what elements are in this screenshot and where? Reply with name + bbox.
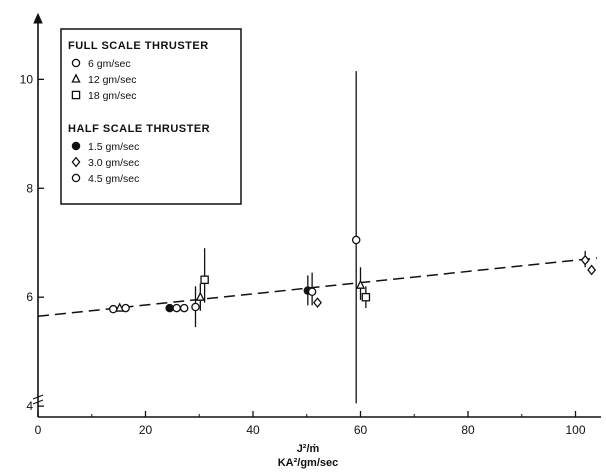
- y-tick-label: 10: [20, 72, 34, 86]
- data-point: [351, 235, 361, 245]
- legend-label: 1.5 gm/sec: [88, 141, 139, 153]
- x-axis-title-line2: KA²/gm/sec: [278, 457, 339, 469]
- y-axis-arrow: [33, 12, 43, 24]
- data-point: [195, 291, 205, 301]
- legend-label: 3.0 gm/sec: [88, 157, 139, 169]
- data-point: [307, 287, 317, 296]
- data-point: [200, 275, 209, 285]
- legend-label: 4.5 gm/sec: [88, 173, 139, 185]
- data-point: [191, 302, 200, 312]
- y-tick-label: 6: [26, 290, 33, 304]
- legend-marker: [71, 58, 81, 68]
- data-point: [179, 303, 189, 313]
- x-tick-label: 80: [461, 423, 475, 437]
- data-point: [355, 279, 366, 289]
- legend-label: 12 gm/sec: [88, 74, 136, 86]
- fit-line: [37, 257, 598, 317]
- legend-marker: [71, 73, 81, 83]
- data-point: [172, 303, 181, 313]
- data-point: [580, 254, 590, 266]
- x-tick-label: 20: [139, 423, 153, 437]
- legend-box: [60, 28, 242, 205]
- axis-break-mark: [32, 394, 44, 405]
- axes: 0 20 40 60 80 100 4 6 8 10: [20, 12, 601, 437]
- data-point: [361, 292, 371, 302]
- x-axis-title-line1: J²/ṁ: [297, 443, 320, 455]
- legend-marker: [71, 90, 81, 100]
- error-bars: [194, 71, 586, 404]
- legend-marker: [71, 173, 81, 183]
- x-tick-label: 0: [35, 423, 42, 437]
- legend-marker: [71, 141, 81, 151]
- legend: FULL SCALE THRUSTER 6 gm/sec 12 gm/sec 1…: [60, 28, 242, 205]
- legend-marker: [71, 156, 81, 168]
- y-tick-label: 4: [26, 399, 33, 413]
- data-points: [109, 235, 597, 314]
- y-tick-label: 8: [26, 181, 33, 195]
- data-point: [313, 297, 322, 309]
- legend-heading-full-scale: FULL SCALE THRUSTER: [68, 40, 209, 52]
- data-point: [121, 303, 130, 313]
- legend-heading-half-scale: HALF SCALE THRUSTER: [68, 123, 210, 135]
- fit-line-group: [37, 257, 598, 317]
- legend-markers: [71, 58, 81, 183]
- x-tick-label: 60: [354, 423, 368, 437]
- x-tick-label: 100: [565, 423, 585, 437]
- data-point: [587, 264, 597, 276]
- legend-label: 18 gm/sec: [88, 90, 136, 102]
- data-point: [165, 303, 174, 313]
- x-tick-label: 40: [246, 423, 260, 437]
- legend-label: 6 gm/sec: [88, 58, 131, 70]
